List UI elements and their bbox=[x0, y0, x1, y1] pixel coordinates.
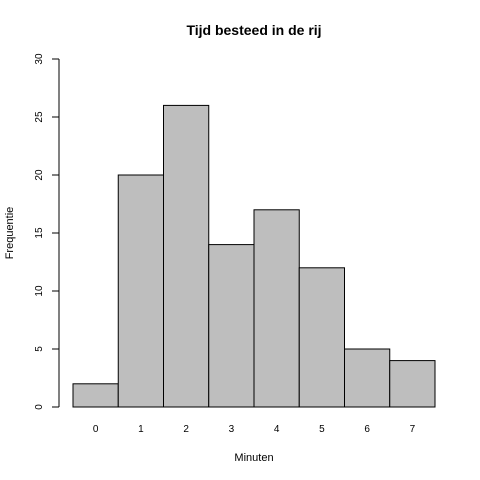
x-tick-label-3: 3 bbox=[229, 424, 235, 435]
x-tick-label-6: 6 bbox=[364, 424, 370, 435]
x-tick-label-4: 4 bbox=[274, 424, 280, 435]
y-tick-label-5: 5 bbox=[34, 346, 45, 352]
chart-title: Tijd besteed in de rij bbox=[186, 22, 321, 38]
y-tick-label-30: 30 bbox=[34, 53, 45, 65]
bar-1 bbox=[117, 174, 164, 408]
x-tick-label-0: 0 bbox=[93, 424, 99, 435]
bar-3 bbox=[208, 244, 255, 408]
x-tick-labels: 0 1 2 3 4 5 6 7 bbox=[93, 424, 416, 435]
bar-5 bbox=[298, 267, 345, 408]
bar-2 bbox=[163, 104, 210, 408]
x-axis-label: Minuten bbox=[234, 452, 273, 464]
y-tick-label-15: 15 bbox=[34, 227, 45, 239]
x-tick-label-5: 5 bbox=[319, 424, 325, 435]
x-tick-label-2: 2 bbox=[183, 424, 189, 435]
y-tick-label-20: 20 bbox=[34, 169, 45, 181]
y-tick-label-10: 10 bbox=[34, 285, 45, 297]
y-tick-label-0: 0 bbox=[34, 404, 45, 410]
y-axis-label: Frequentie bbox=[4, 207, 16, 260]
x-tick-label-1: 1 bbox=[138, 424, 144, 435]
bar-6 bbox=[344, 348, 391, 408]
bars-group bbox=[72, 104, 436, 408]
x-tick-label-7: 7 bbox=[410, 424, 416, 435]
y-axis: 0 5 10 15 20 25 30 bbox=[34, 53, 60, 410]
bar-7 bbox=[389, 360, 436, 408]
bar-4 bbox=[253, 209, 300, 408]
y-tick-label-25: 25 bbox=[34, 111, 45, 123]
bar-0 bbox=[72, 383, 119, 408]
